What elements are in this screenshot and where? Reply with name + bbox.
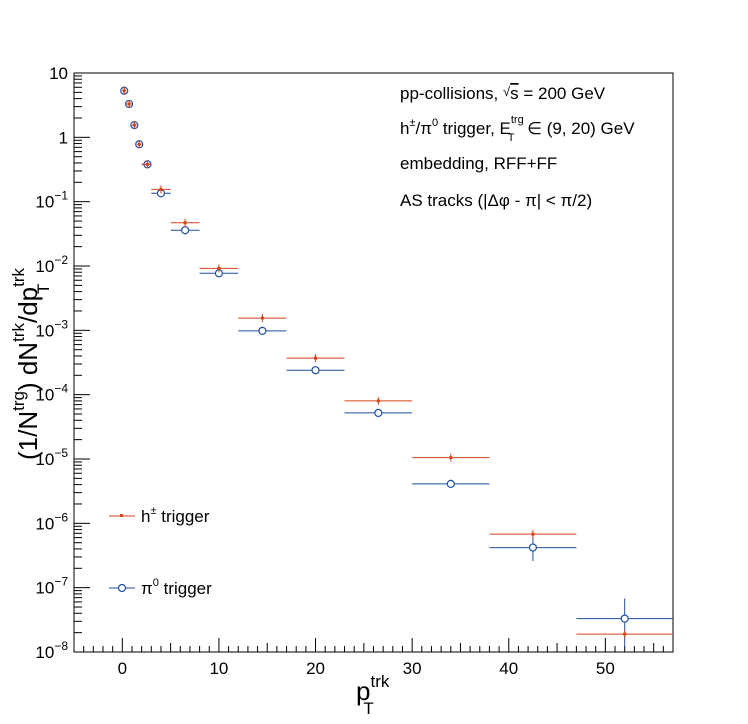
x-tick-label: 40 (499, 659, 518, 678)
data-point (449, 456, 453, 460)
x-tick-label: 20 (306, 659, 325, 678)
annotation-tracks-text: AS tracks (|Δφ - π| < π/2) (400, 191, 592, 210)
data-point (376, 399, 380, 403)
legend-h-trigger-label: h± trigger (141, 505, 210, 526)
legend-h-trigger-marker (120, 514, 123, 517)
data-point (145, 162, 149, 166)
data-point (159, 187, 163, 191)
data-point (528, 543, 538, 552)
y-tick-label: 10 (49, 64, 68, 83)
legend-entry-pi0-trigger: π0 trigger (109, 577, 212, 598)
legend-entry-h-trigger: h± trigger (109, 505, 210, 526)
x-tick-label: 30 (403, 659, 422, 678)
annotation-embedding-text: embedding, RFF+FF (400, 154, 557, 173)
data-point (531, 532, 535, 536)
data-point (122, 89, 126, 93)
data-point (311, 366, 320, 375)
series-pi0-trigger (120, 86, 673, 647)
y-axis-title: (1/Ntrg) dNtrk/dptrkT (9, 267, 53, 460)
y-tick-label: 10−2 (35, 253, 68, 276)
data-point (181, 226, 190, 235)
data-point (374, 408, 383, 418)
data-point (127, 102, 131, 106)
y-tick-label: 10−6 (35, 510, 68, 533)
series-h-trigger (122, 86, 673, 639)
annotation-collisions: pp-collisions, √s = 200 GeV (400, 84, 606, 103)
legend-pi0-trigger-label: π0 trigger (141, 577, 212, 598)
annotation-collisions-text: pp-collisions, √s = 200 GeV (400, 84, 606, 103)
annotation-embedding: embedding, RFF+FF (400, 154, 557, 173)
data-point (183, 221, 187, 225)
y-tick-label: 10−4 (35, 382, 68, 405)
data-point (620, 614, 629, 623)
y-tick-label: 1 (59, 128, 68, 147)
annotation-tracks: AS tracks (|Δφ - π| < π/2) (400, 191, 592, 210)
y-axis: 10 1 10−1 10−2 10−3 10−4 10−5 10−6 10−7 10−8 (35, 64, 90, 662)
y-tick-label: 10−5 (35, 446, 68, 469)
data-point (623, 632, 627, 636)
data-point (446, 479, 455, 489)
legend-pi0-trigger-marker (117, 583, 127, 593)
y-tick-label: 10−1 (35, 189, 68, 212)
legend: h± trigger π0 trigger (109, 505, 212, 598)
x-tick-label: 50 (596, 659, 615, 678)
data-point (217, 266, 221, 270)
data-point (137, 142, 141, 146)
y-tick-label: 10−3 (35, 317, 68, 340)
data-point (314, 356, 318, 360)
data-point (258, 326, 267, 335)
y-tick-label: 10−8 (35, 639, 68, 662)
x-axis: 0 10 20 30 40 50 (73, 638, 674, 678)
x-tick-label: 10 (209, 659, 228, 678)
data-point (260, 316, 264, 320)
y-tick-label: 10−7 (35, 575, 68, 598)
x-tick-label: 0 (118, 659, 127, 678)
series-layer (120, 86, 673, 647)
data-point (132, 123, 136, 127)
x-axis-title: ptrk T (356, 672, 390, 718)
